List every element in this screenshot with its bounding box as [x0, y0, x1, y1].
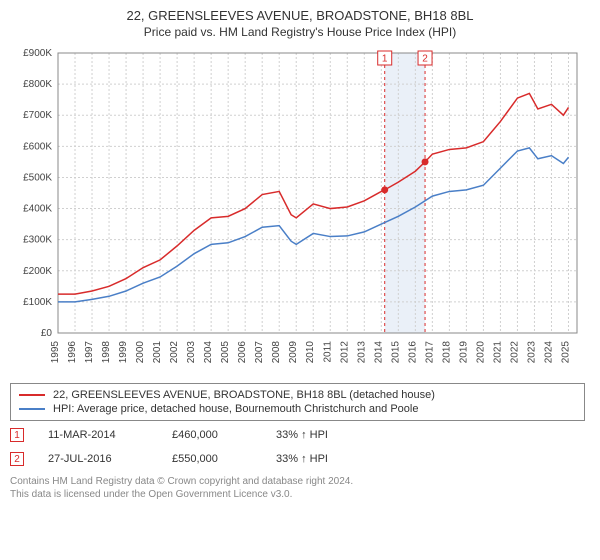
svg-text:£600K: £600K [23, 141, 52, 152]
chart-area: £0 £100K £200K £300K £400K £500K £600K £700K £80… [10, 47, 585, 377]
svg-text:2012: 2012 [339, 341, 350, 364]
sale-row: 1 11-MAR-2014 £460,000 33% ↑ HPI [10, 425, 590, 445]
svg-text:1997: 1997 [84, 341, 95, 364]
legend-label: HPI: Average price, detached house, Bour… [53, 403, 418, 415]
svg-text:2014: 2014 [373, 341, 384, 364]
footer-line-1: Contains HM Land Registry data © Crown c… [10, 475, 590, 488]
legend-swatch [19, 408, 45, 410]
sale-delta: 33% ↑ HPI [276, 453, 328, 465]
svg-text:2006: 2006 [237, 341, 248, 364]
sale-price: £460,000 [172, 429, 252, 441]
legend-item: 22, GREENSLEEVES AVENUE, BROADSTONE, BH1… [19, 388, 576, 402]
svg-text:2003: 2003 [186, 341, 197, 364]
svg-text:2019: 2019 [458, 341, 469, 364]
legend: 22, GREENSLEEVES AVENUE, BROADSTONE, BH1… [10, 383, 585, 421]
svg-text:£300K: £300K [23, 235, 52, 246]
chart-subtitle: Price paid vs. HM Land Registry's House … [10, 25, 590, 39]
sale-date: 11-MAR-2014 [48, 429, 148, 441]
svg-text:2009: 2009 [288, 341, 299, 364]
svg-text:2001: 2001 [152, 341, 163, 364]
svg-text:2007: 2007 [254, 341, 265, 364]
svg-text:2018: 2018 [441, 341, 452, 364]
legend-label: 22, GREENSLEEVES AVENUE, BROADSTONE, BH1… [53, 389, 435, 401]
svg-text:2010: 2010 [305, 341, 316, 364]
svg-text:2025: 2025 [560, 341, 571, 364]
svg-text:2017: 2017 [424, 341, 435, 364]
svg-text:1: 1 [382, 54, 388, 65]
svg-text:£800K: £800K [23, 79, 52, 90]
sale-price: £550,000 [172, 453, 252, 465]
svg-text:£900K: £900K [23, 48, 52, 59]
svg-text:£500K: £500K [23, 172, 52, 183]
svg-text:£700K: £700K [23, 110, 52, 121]
footer: Contains HM Land Registry data © Crown c… [10, 475, 590, 501]
sale-date: 27-JUL-2016 [48, 453, 148, 465]
legend-swatch [19, 394, 45, 396]
svg-text:2002: 2002 [169, 341, 180, 364]
svg-text:2011: 2011 [322, 341, 333, 363]
chart-title: 22, GREENSLEEVES AVENUE, BROADSTONE, BH1… [10, 8, 590, 23]
svg-text:1995: 1995 [50, 341, 61, 364]
svg-text:2013: 2013 [356, 341, 367, 364]
svg-text:£400K: £400K [23, 204, 52, 215]
svg-text:2020: 2020 [475, 341, 486, 364]
svg-text:1996: 1996 [67, 341, 78, 364]
svg-text:2005: 2005 [220, 341, 231, 364]
svg-text:2024: 2024 [543, 341, 554, 364]
svg-text:£0: £0 [41, 328, 53, 339]
svg-text:2021: 2021 [492, 341, 503, 364]
footer-line-2: This data is licensed under the Open Gov… [10, 488, 590, 501]
svg-text:2000: 2000 [135, 341, 146, 364]
svg-text:£100K: £100K [23, 297, 52, 308]
svg-text:2022: 2022 [509, 341, 520, 364]
svg-text:2023: 2023 [526, 341, 537, 364]
svg-text:1998: 1998 [101, 341, 112, 364]
chart-container: 22, GREENSLEEVES AVENUE, BROADSTONE, BH1… [0, 0, 600, 509]
svg-text:2016: 2016 [407, 341, 418, 364]
sales-rows: 1 11-MAR-2014 £460,000 33% ↑ HPI 2 27-JUL-201… [10, 425, 590, 469]
sale-marker: 2 [10, 452, 24, 466]
svg-text:2: 2 [422, 54, 428, 65]
legend-item: HPI: Average price, detached house, Bour… [19, 402, 576, 416]
sale-row: 2 27-JUL-2016 £550,000 33% ↑ HPI [10, 449, 590, 469]
svg-text:2015: 2015 [390, 341, 401, 364]
line-chart: £0 £100K £200K £300K £400K £500K £600K £700K £80… [10, 47, 585, 377]
svg-text:£200K: £200K [23, 266, 52, 277]
svg-text:2004: 2004 [203, 341, 214, 364]
svg-text:1999: 1999 [118, 341, 129, 364]
sale-marker: 1 [10, 428, 24, 442]
svg-text:2008: 2008 [271, 341, 282, 364]
sale-delta: 33% ↑ HPI [276, 429, 328, 441]
